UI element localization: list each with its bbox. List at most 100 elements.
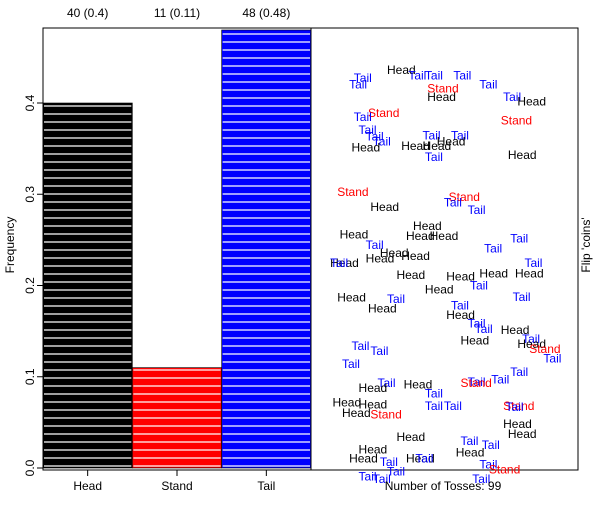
scatter-point-tail: Tail xyxy=(479,78,497,92)
scatter-point-head: Head xyxy=(332,395,361,409)
y-tick-label: 0.3 xyxy=(23,186,37,203)
x-tick-label-head: Head xyxy=(73,479,102,493)
scatter-point-tail: Tail xyxy=(387,292,405,306)
scatter-point-tail: Tail xyxy=(425,387,443,401)
bar-value-label-tail: 48 (0.48) xyxy=(242,6,290,20)
scatter-point-head: Head xyxy=(359,398,388,412)
scatter-point-head: Head xyxy=(366,251,395,265)
y-axis-title: Frequency xyxy=(3,217,17,274)
y-tick-label: 0.1 xyxy=(23,368,37,385)
scatter-point-stand: Stand xyxy=(427,81,458,95)
scatter-point-head: Head xyxy=(359,442,388,456)
scatter-point-head: Head xyxy=(437,134,466,148)
scatter-point-tail: Tail xyxy=(425,399,443,413)
scatter-point-head: Head xyxy=(387,63,416,77)
scatter-point-stand: Stand xyxy=(449,190,480,204)
scatter-point-tail: Tail xyxy=(408,69,426,83)
scatter-point-stand: Stand xyxy=(529,342,560,356)
scatter-point-head: Head xyxy=(380,246,409,260)
scatter-point-head: Head xyxy=(337,290,366,304)
scatter-point-head: Head xyxy=(501,323,530,337)
scatter-point-head: Head xyxy=(351,141,380,155)
bar-hatch-stand xyxy=(133,369,221,467)
scatter-point-head: Head xyxy=(401,249,430,263)
scatter-x-label: Number of Tosses: 99 xyxy=(385,479,502,493)
scatter-point-tail: Tail xyxy=(510,232,528,246)
scatter-point-tail: Tail xyxy=(484,241,502,255)
y-tick-label: 0.0 xyxy=(23,459,37,476)
scatter-point-tail: Tail xyxy=(491,372,509,386)
scatter-point-head: Head xyxy=(423,139,452,153)
scatter-point-head: Head xyxy=(401,139,430,153)
scatter-point-head: Head xyxy=(396,430,425,444)
bar-tail xyxy=(221,29,312,469)
scatter-point-head: Head xyxy=(479,266,508,280)
scatter-point-head: Head xyxy=(368,301,397,315)
scatter-point-tail: Tail xyxy=(330,256,348,270)
scatter-point-tail: Tail xyxy=(349,78,367,92)
scatter-point-tail: Tail xyxy=(351,339,369,353)
scatter-point-head: Head xyxy=(517,95,546,109)
scatter-point-head: Head xyxy=(517,337,546,351)
scatter-point-tail: Tail xyxy=(513,290,531,304)
scatter-point-head: Head xyxy=(413,219,442,233)
y-tick-label: 0.4 xyxy=(23,94,37,111)
scatter-point-tail: Tail xyxy=(524,256,542,270)
scatter-point-head: Head xyxy=(359,381,388,395)
scatter-point-head: Head xyxy=(446,269,475,283)
scatter-right-label: Flip 'coins' xyxy=(579,217,593,272)
scatter-point-tail: Tail xyxy=(468,203,486,217)
scatter-point-head: Head xyxy=(427,90,456,104)
scatter-point-tail: Tail xyxy=(354,71,372,85)
scatter-point-head: Head xyxy=(460,334,489,348)
scatter-point-tail: Tail xyxy=(470,279,488,293)
bar-hatch-tail xyxy=(222,33,310,467)
bars-layer: 40 (0.4) Head 11 (0.11) Stand 48 (0.48) Tail xyxy=(42,6,312,493)
scatter-point-stand: Stand xyxy=(368,106,399,120)
scatter-point-tail: Tail xyxy=(387,464,405,478)
scatter-point-head: Head xyxy=(446,308,475,322)
x-tick-label-tail: Tail xyxy=(257,479,275,493)
scatter-point-tail: Tail xyxy=(479,458,497,472)
scatter-point-head: Head xyxy=(396,268,425,282)
scatter-point-stand: Stand xyxy=(489,463,520,477)
scatter-point-tail: Tail xyxy=(503,90,521,104)
scatter-point-head: Head xyxy=(508,427,537,441)
scatter-point-head: Head xyxy=(456,445,485,459)
bar-value-label-head: 40 (0.4) xyxy=(67,6,108,20)
scatter-point-tail: Tail xyxy=(342,357,360,371)
scatter-point-tail: Tail xyxy=(354,110,372,124)
scatter-point-tail: Tail xyxy=(468,375,486,389)
scatter-point-tail: Tail xyxy=(460,434,478,448)
scatter-point-head: Head xyxy=(404,378,433,392)
scatter-point-tail: Tail xyxy=(359,470,377,484)
bar-head xyxy=(42,102,133,469)
scatter-point-head: Head xyxy=(349,452,378,466)
scatter-point-tail: Tail xyxy=(425,150,443,164)
scatter-point-head: Head xyxy=(430,229,459,243)
scatter-point-head: Head xyxy=(340,228,369,242)
scatter-point-tail: Tail xyxy=(505,400,523,414)
scatter-point-tail: Tail xyxy=(444,195,462,209)
labels-layer: Frequency Number of Tosses: 99 Flip 'coi… xyxy=(3,217,593,493)
scatter-point-head: Head xyxy=(406,229,435,243)
scatter-point-stand: Stand xyxy=(501,113,532,127)
scatter-point-head: Head xyxy=(406,452,435,466)
scatter-point-tail: Tail xyxy=(510,365,528,379)
scatter-point-tail: Tail xyxy=(451,299,469,313)
scatter-point-tail: Tail xyxy=(415,452,433,466)
scatter-point-stand: Stand xyxy=(460,376,491,390)
scatter-point-tail: Tail xyxy=(472,472,490,486)
scatter-point-tail: Tail xyxy=(366,130,384,144)
scatter-point-tail: Tail xyxy=(444,399,462,413)
scatter-point-tail: Tail xyxy=(359,123,377,137)
scatter-point-head: Head xyxy=(425,282,454,296)
scatter-point-tail: Tail xyxy=(475,322,493,336)
bar-value-label-stand: 11 (0.11) xyxy=(154,6,200,20)
scatter-point-tail: Tail xyxy=(423,128,441,142)
bar-hatch-head xyxy=(44,105,132,467)
scatter-point-stand: Stand xyxy=(370,407,401,421)
